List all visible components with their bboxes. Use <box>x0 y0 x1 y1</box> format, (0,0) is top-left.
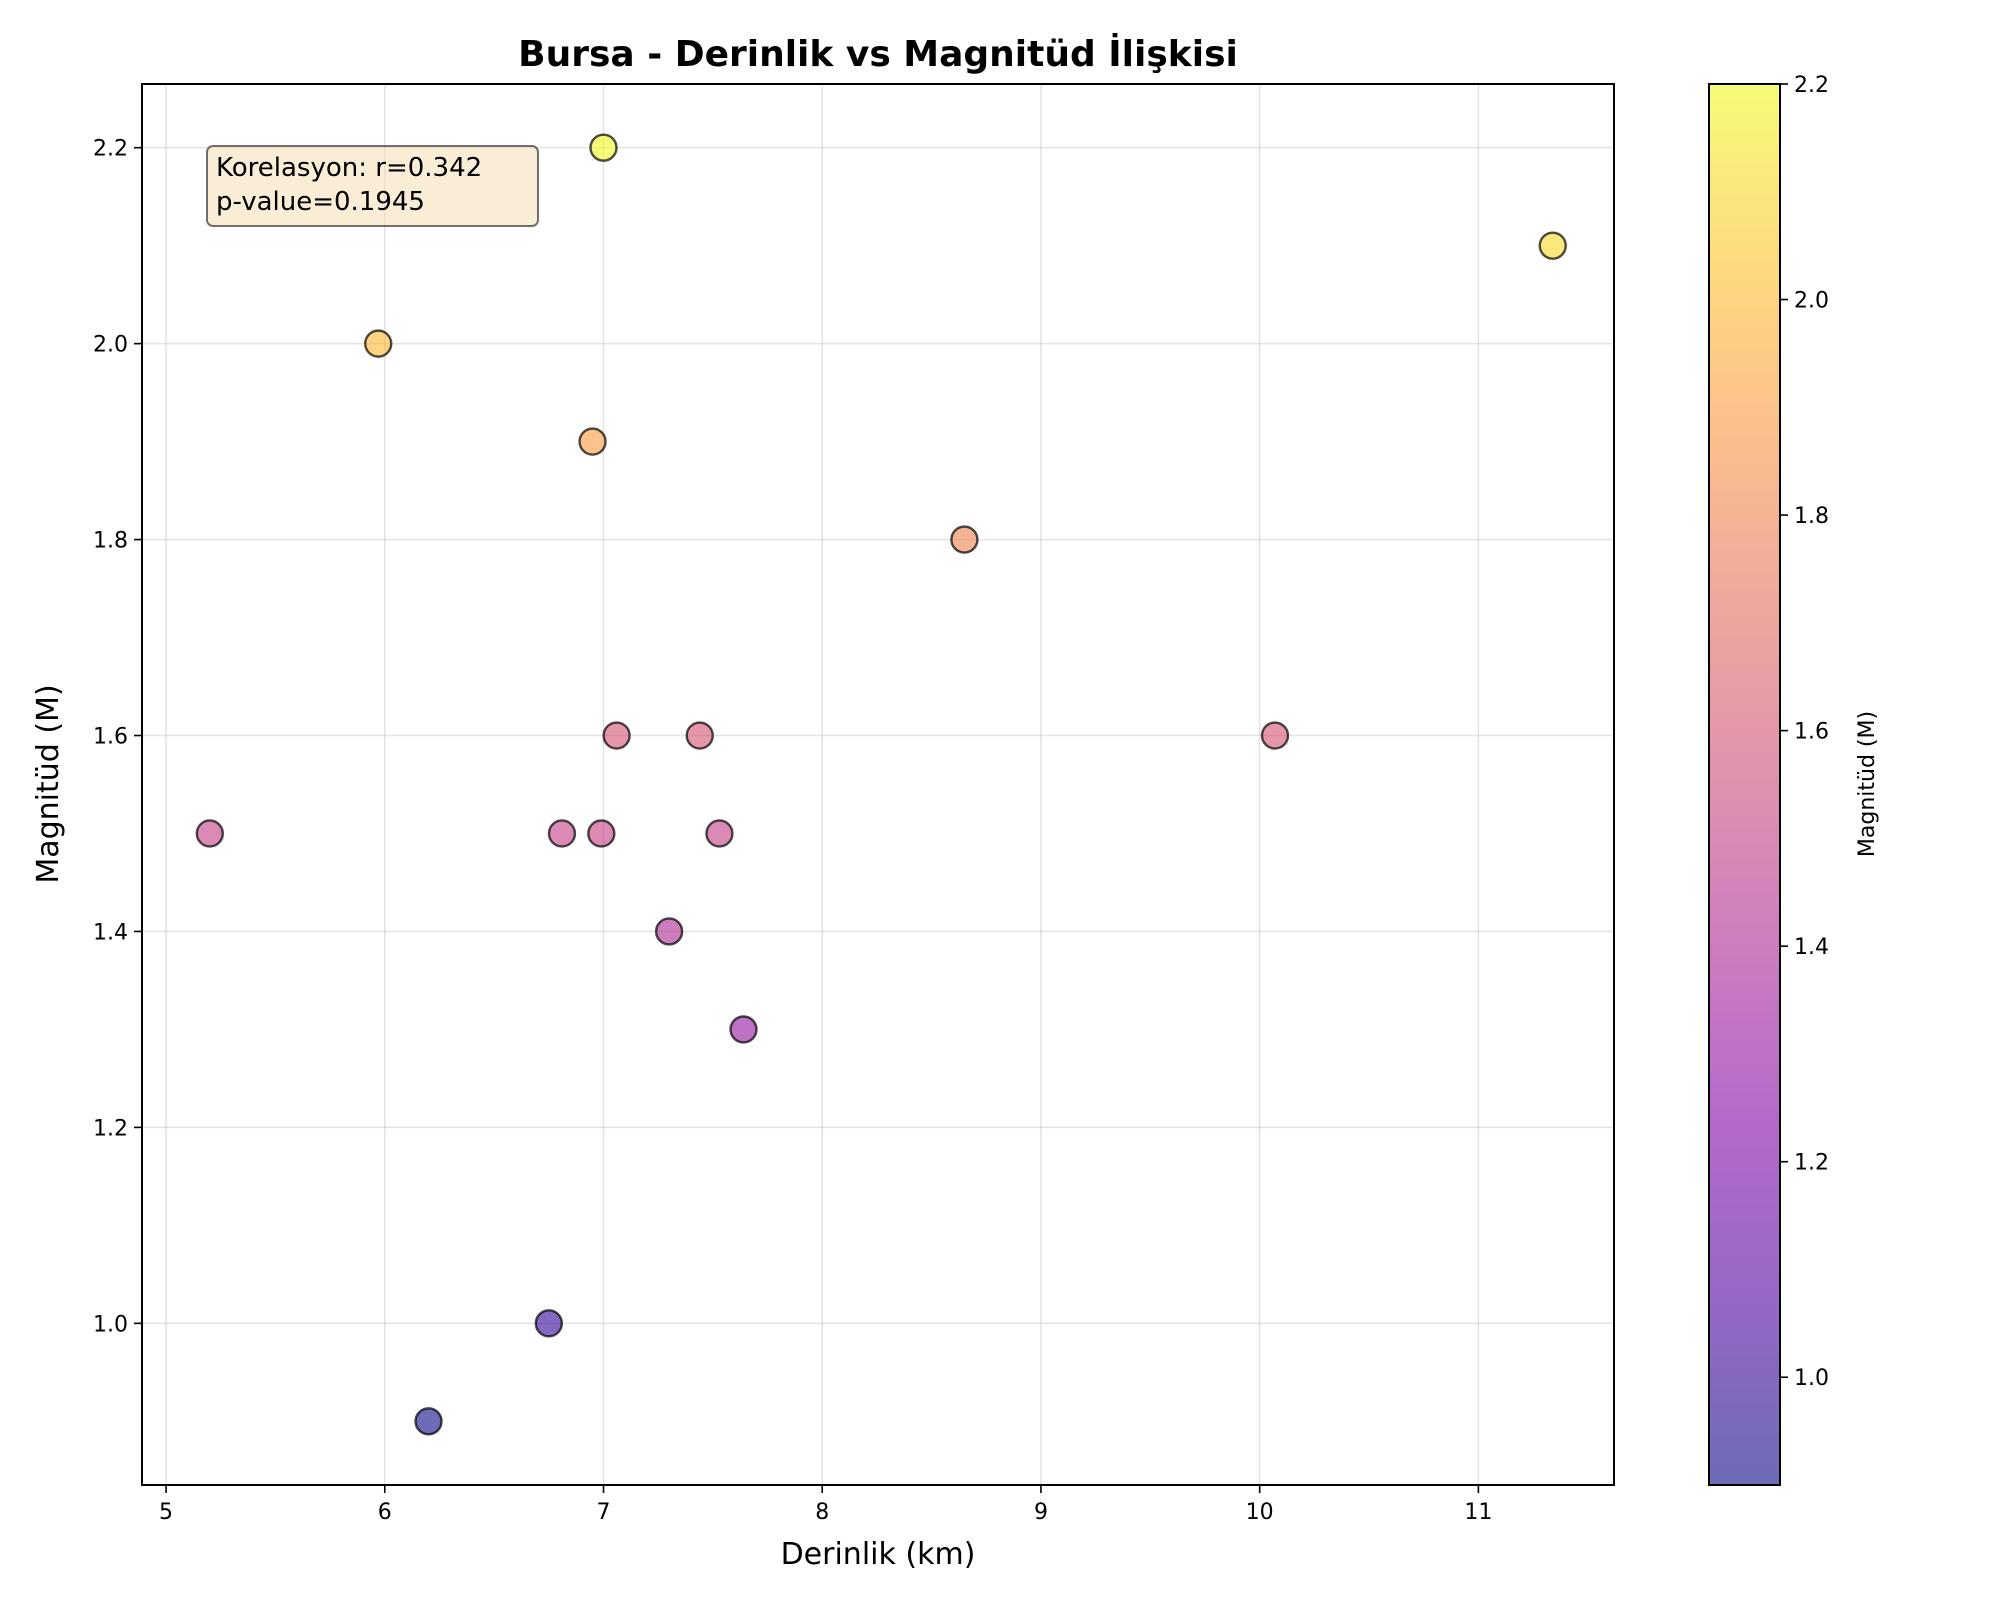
scatter-point <box>578 427 607 456</box>
x-tick-label: 9 <box>1034 1500 1048 1525</box>
colorbar-tick-label: 1.0 <box>1794 1366 1829 1391</box>
y-tick-label: 2.2 <box>93 137 128 162</box>
y-tick-label: 1.0 <box>93 1312 128 1337</box>
y-tick-label: 1.2 <box>93 1116 128 1141</box>
x-tick-label: 7 <box>597 1500 611 1525</box>
y-axis-label: Magnitüd (M) <box>31 684 66 883</box>
annotation-line-pvalue: p-value=0.1945 <box>216 187 425 217</box>
colorbar-tick-label: 1.2 <box>1794 1151 1829 1176</box>
annotation-line-correlation: Korelasyon: r=0.342 <box>216 153 482 183</box>
y-axis-ticks: 1.0 1.2 1.4 1.6 1.8 2.0 2.2 <box>93 137 142 1337</box>
colorbar-tick-label: 1.4 <box>1794 935 1829 960</box>
colorbar-gradient <box>1709 84 1780 1485</box>
annotation-box: Korelasyon: r=0.342 p-value=0.1945 <box>206 145 539 227</box>
scatter-point <box>705 819 734 848</box>
colorbar-label: Magnitüd (M) <box>1855 711 1880 857</box>
y-tick-label: 2.0 <box>93 333 128 358</box>
chart-title: Bursa - Derinlik vs Magnitüd İlişkisi <box>518 33 1238 75</box>
x-axis-label: Derinlik (km) <box>781 1537 976 1572</box>
scatter-point <box>414 1407 443 1436</box>
colorbar-frame <box>1708 83 1781 1486</box>
scatter-point <box>602 721 631 750</box>
colorbar-tick-label: 2.0 <box>1794 289 1829 314</box>
colorbar-ticks: 1.0 1.2 1.4 1.6 1.8 2.0 2.2 <box>1780 73 1829 1391</box>
scatter-point <box>654 917 684 946</box>
colorbar-tick-label: 2.2 <box>1794 73 1829 98</box>
scatter-point <box>587 819 616 848</box>
annotation-background <box>206 145 539 227</box>
x-axis-ticks: 5 6 7 8 9 10 11 <box>159 1485 1492 1525</box>
scatter-point <box>364 329 393 358</box>
scatter-point <box>547 819 577 848</box>
grid <box>142 84 1614 1485</box>
scatter-point <box>589 133 618 162</box>
colorbar-tick-label: 1.6 <box>1794 720 1829 745</box>
scatter-points <box>195 133 1567 1436</box>
scatter-point <box>195 819 225 848</box>
plot-area-frame <box>141 83 1615 1486</box>
y-tick-label: 1.4 <box>93 920 128 945</box>
colorbar-tick-label: 1.8 <box>1794 504 1829 529</box>
x-tick-label: 11 <box>1464 1500 1492 1525</box>
scatter-point <box>1538 231 1567 260</box>
scatter-point <box>729 1015 758 1044</box>
x-tick-label: 10 <box>1246 1500 1274 1525</box>
x-tick-label: 5 <box>159 1500 173 1525</box>
colorbar: 1.0 1.2 1.4 1.6 1.8 2.0 2.2 Magnitüd (M) <box>1708 73 1880 1486</box>
scatter-point <box>534 1309 564 1338</box>
scatter-point <box>1260 721 1290 750</box>
scatter-point <box>685 721 714 750</box>
y-tick-label: 1.6 <box>93 725 128 750</box>
scatter-point <box>950 525 979 554</box>
x-tick-label: 8 <box>815 1500 829 1525</box>
x-tick-label: 6 <box>378 1500 392 1525</box>
y-tick-label: 1.8 <box>93 529 128 554</box>
